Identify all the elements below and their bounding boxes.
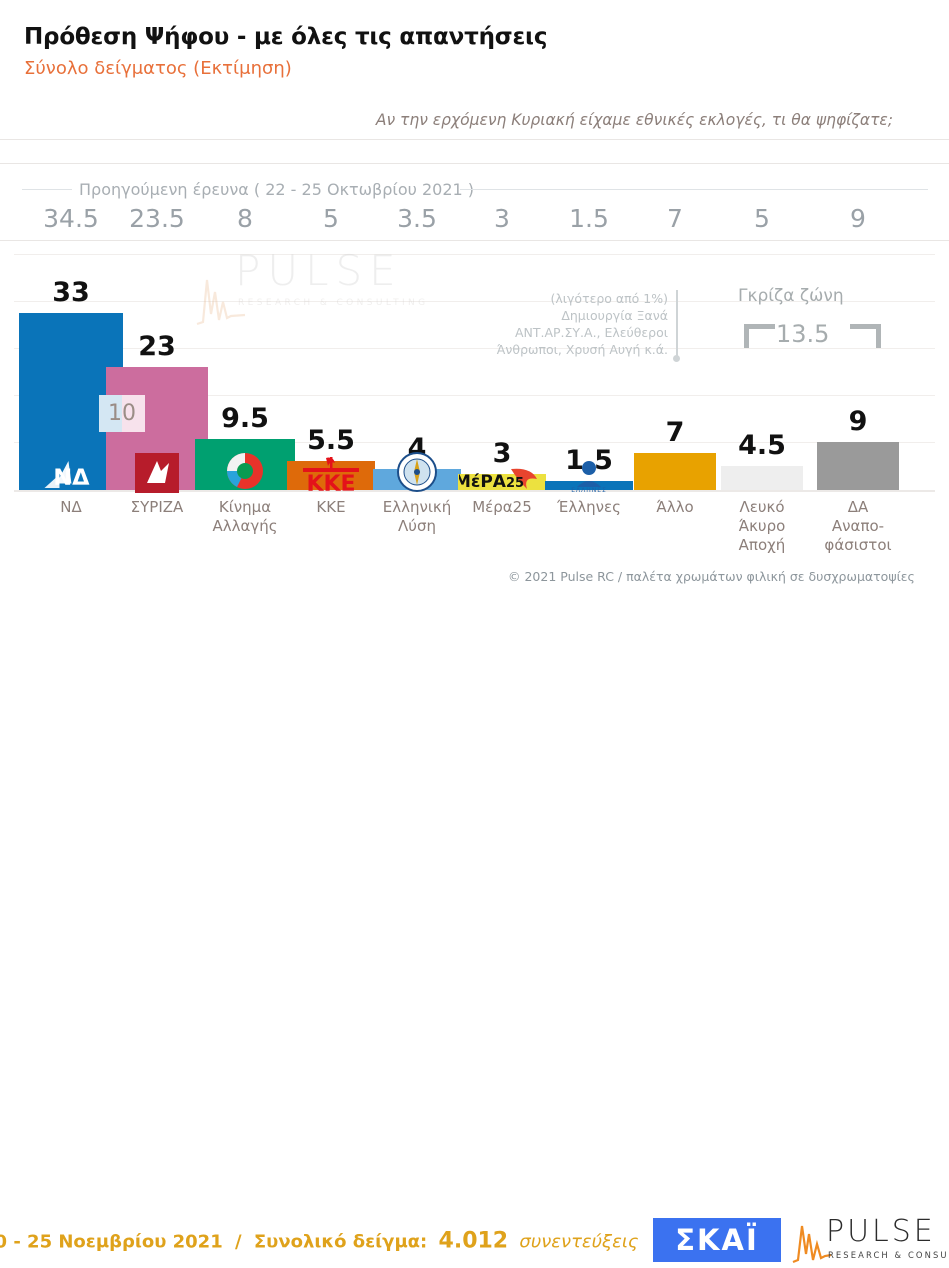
- bar-5: [373, 468, 461, 490]
- bar-value-label: 9: [848, 405, 868, 437]
- footer-date-range: 20 - 25 Νοεμβρίου 2021: [0, 1231, 223, 1253]
- x-axis-label: Κίνημα Αλλαγής: [212, 498, 278, 535]
- previous-survey-label: Προηγούμενη έρευνα ( 22 - 25 Οκτωβρίου 2…: [79, 180, 474, 199]
- previous-survey-rule-left: [22, 189, 72, 190]
- footer-separator: /: [235, 1231, 242, 1253]
- previous-survey-value: 5: [323, 204, 339, 233]
- gray-zone-value: 13.5: [776, 320, 830, 348]
- survey-question: Αν την ερχόμενη Κυριακή είχαμε εθνικές ε…: [375, 111, 893, 129]
- small-parties-note: (λιγότερο από 1%) Δημιουργία Ξανά ΑΝΤ.ΑΡ…: [496, 291, 668, 357]
- watermark-tagline: RESEARCH & CONSULTING: [238, 298, 429, 308]
- footer-sample-unit: συνεντεύξεις: [519, 1231, 639, 1253]
- bar-value-label: 3: [492, 437, 512, 469]
- bar-value-label: 33: [52, 277, 90, 309]
- footer-caption: 20 - 25 Νοεμβρίου 2021 / Συνολικό δείγμα…: [0, 1229, 638, 1254]
- previous-survey-value: 34.5: [43, 204, 99, 233]
- pulse-logo-word: PULSE: [826, 1214, 936, 1249]
- gray-zone-bracket-right: [850, 324, 881, 348]
- previous-survey-value: 5: [754, 204, 770, 233]
- previous-survey-value: 3: [494, 204, 510, 233]
- x-axis-label: ΝΔ: [60, 498, 82, 516]
- footer-sample-size: 4.012: [438, 1228, 509, 1254]
- x-axis-label: Άλλο: [656, 498, 694, 516]
- bar-value-label: 5.5: [307, 424, 355, 456]
- previous-survey-value: 1.5: [569, 204, 609, 233]
- previous-survey-value: 3.5: [397, 204, 437, 233]
- bar-8: [634, 452, 716, 490]
- bar-value-label: 4.5: [738, 429, 786, 461]
- pulse-logo-tagline: RESEARCH & CONSULTING: [828, 1250, 949, 1260]
- axis-baseline: [14, 490, 935, 492]
- divider-above-plot: [0, 240, 949, 241]
- bar-value-label: 7: [665, 416, 685, 448]
- page-title: Πρόθεση Ψήφου - με όλες τις απαντήσεις: [24, 24, 548, 50]
- x-axis-labels: ΝΔ ΣΥΡΙΖΑ Κίνημα Αλλαγής ΚΚΕ Ελληνική Λύση Μέ…: [0, 498, 949, 566]
- bar-6: [458, 473, 546, 490]
- bar-3: [195, 439, 295, 490]
- gridline: [14, 254, 935, 255]
- difference-badge-value: 10: [108, 401, 136, 426]
- previous-survey-values: 34.5 23.5 8 5 3.5 3 1.5 7 5 9: [0, 204, 949, 443]
- gridline: [14, 348, 935, 349]
- x-axis-label: Έλληνες: [557, 498, 621, 516]
- previous-survey-rule-right: [460, 189, 928, 190]
- bar-4: [287, 460, 375, 490]
- bar-10: [817, 441, 899, 490]
- copyright-note: © 2021 Pulse RC / παλέτα χρωμάτων φιλική…: [508, 569, 915, 584]
- page-subtitle: Σύνολο δείγματος (Εκτίμηση): [24, 58, 292, 79]
- difference-badge: 10: [99, 395, 145, 432]
- pulse-logo: PULSE RESEARCH & CONSULTING: [792, 1214, 949, 1266]
- gridline: [14, 442, 935, 443]
- pulse-watermark: PULSE RESEARCH & CONSULTING: [190, 246, 440, 331]
- x-axis-label: Λευκό Άκυρο Αποχή: [738, 498, 786, 554]
- footer: 20 - 25 Νοεμβρίου 2021 / Συνολικό δείγμα…: [0, 601, 949, 1264]
- gray-zone-label: Γκρίζα ζώνη: [738, 286, 844, 306]
- previous-survey-value: 9: [850, 204, 866, 233]
- previous-survey-value: 23.5: [129, 204, 185, 233]
- footer-sample-label: Συνολικό δείγμα:: [253, 1231, 428, 1253]
- x-axis-label: ΣΥΡΙΖΑ: [130, 498, 184, 516]
- x-axis-label: Μέρα25: [472, 498, 532, 516]
- bar-7: [545, 481, 633, 490]
- x-axis-label: ΚΚΕ: [316, 498, 346, 516]
- bar-value-label: 1.5: [565, 445, 613, 476]
- previous-survey-value: 7: [667, 204, 683, 233]
- pulse-wave-icon: [196, 279, 246, 326]
- small-parties-pointer-line: [676, 290, 678, 357]
- gridline: [14, 395, 935, 396]
- difference-badge-left-half: [99, 395, 122, 432]
- x-axis-label: Ελληνική Λύση: [382, 498, 452, 535]
- skai-logo: ΣΚΑΪ: [653, 1218, 781, 1262]
- gray-zone-bracket-left: [744, 324, 775, 348]
- gridline: [14, 301, 935, 302]
- bar-chart-plot: PULSE RESEARCH & CONSULTING 33 ΝΔ 23 9.5 5.5…: [0, 240, 949, 497]
- divider-top: [0, 139, 949, 140]
- bar-value-label: 4: [407, 432, 427, 464]
- difference-badge-right-half: [122, 395, 145, 432]
- bar-9: [721, 465, 803, 490]
- divider-under-question: [0, 163, 949, 164]
- previous-survey-value: 8: [237, 204, 253, 233]
- small-parties-pointer-dot: [673, 355, 680, 362]
- bar-value-label: 23: [138, 330, 176, 362]
- poll-chart-infographic: Πρόθεση Ψήφου - με όλες τις απαντήσεις Σ…: [0, 24, 949, 1264]
- bar-value-label: 9.5: [221, 403, 269, 435]
- x-axis-label: ΔΑ Αναπο- φάσιστοι: [824, 498, 892, 554]
